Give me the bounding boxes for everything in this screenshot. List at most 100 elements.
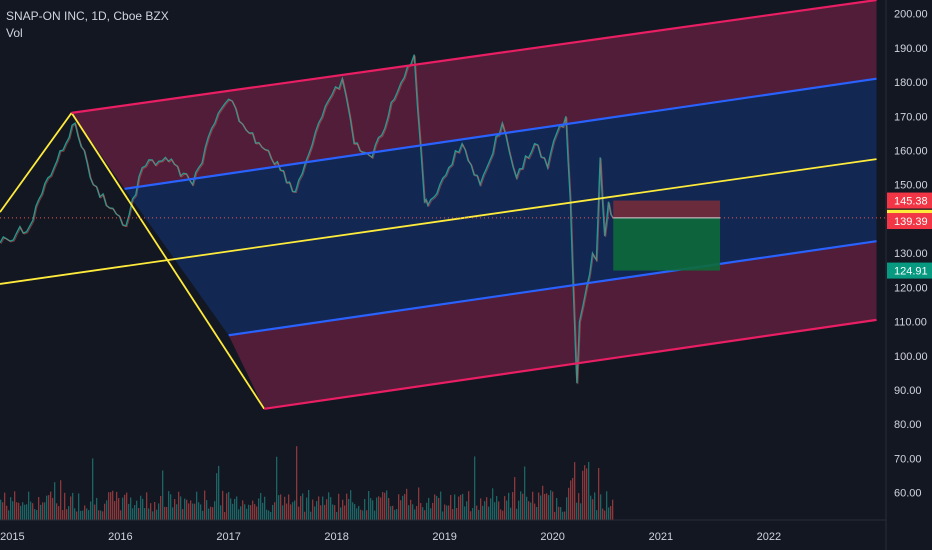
volume-bar <box>226 493 228 520</box>
volume-bar <box>338 493 340 520</box>
volume-bar <box>284 496 286 520</box>
x-tick-label: 2019 <box>432 531 456 543</box>
volume-bar <box>266 509 268 520</box>
y-tick-label: 190.00 <box>894 43 928 55</box>
price-label-box <box>887 213 932 230</box>
volume-bar <box>258 498 260 520</box>
price-label: 145.38 <box>894 196 928 208</box>
volume-legend[interactable]: Vol <box>6 26 23 40</box>
volume-bar <box>212 507 214 520</box>
volume-bar <box>108 492 110 520</box>
volume-bar <box>602 508 604 520</box>
volume-bar <box>514 477 516 520</box>
short-position-tool[interactable] <box>0 200 886 271</box>
volume-bar <box>140 495 142 520</box>
volume-bar <box>516 508 518 520</box>
x-tick-label: 2018 <box>324 531 348 543</box>
volume-bar <box>454 494 456 520</box>
volume-bar <box>250 505 252 520</box>
volume-bar <box>486 497 488 520</box>
symbol-title[interactable]: SNAP-ON INC, 1D, Cboe BZX <box>6 9 169 23</box>
volume-bar <box>308 489 310 520</box>
y-tick-label: 200.00 <box>894 9 928 21</box>
volume-bar <box>94 504 96 520</box>
volume-bar <box>542 485 544 520</box>
volume-bar <box>392 505 394 520</box>
volume-bar <box>128 503 130 520</box>
volume-bar <box>422 507 424 520</box>
volume-bar <box>570 480 572 520</box>
x-tick-label: 2022 <box>757 531 781 543</box>
volume-bar <box>328 492 330 520</box>
volume-bar <box>2 502 4 520</box>
pitchfork-lines[interactable] <box>0 0 877 410</box>
volume-bar <box>400 500 402 520</box>
volume-bar <box>612 499 614 520</box>
volume-bar <box>380 497 382 520</box>
volume-bar <box>438 497 440 520</box>
volume-bar <box>120 510 122 520</box>
volume-bar <box>174 499 176 520</box>
volume-bar <box>70 496 72 520</box>
volume-bar <box>172 507 174 520</box>
volume-bar <box>52 497 54 520</box>
volume-bar <box>132 508 134 520</box>
volume-bar <box>490 498 492 520</box>
price-label: 139.39 <box>894 216 928 228</box>
volume-bar <box>104 503 106 520</box>
volume-bar <box>562 511 564 520</box>
volume-bar <box>378 496 380 520</box>
volume-bar <box>270 511 272 520</box>
volume-bar <box>236 496 238 520</box>
price-line <box>0 54 614 384</box>
volume-bar <box>4 492 6 520</box>
volume-bar <box>158 503 160 520</box>
x-tick-label: 2020 <box>540 531 564 543</box>
volume-bar <box>12 501 14 520</box>
y-tick-label: 160.00 <box>894 146 928 158</box>
volume-bar <box>512 492 514 520</box>
volume-bar <box>382 492 384 520</box>
volume-bar <box>34 509 36 520</box>
volume-bar <box>238 509 240 520</box>
volume-bar <box>48 495 50 520</box>
volume-bar <box>244 504 246 520</box>
volume-bar <box>26 504 28 520</box>
volume-bar <box>106 500 108 520</box>
volume-bar <box>224 511 226 520</box>
x-tick-label: 2017 <box>216 531 240 543</box>
volume-bar <box>494 502 496 520</box>
volume-bar <box>384 492 386 520</box>
volume-bar <box>310 511 312 520</box>
volume-bar <box>386 490 388 520</box>
volume-bar <box>112 490 114 520</box>
volume-bar <box>276 456 278 520</box>
volume-bar <box>560 507 562 520</box>
volume-bar <box>206 500 208 520</box>
y-tick-label: 60.00 <box>894 488 922 500</box>
volume-bar <box>210 506 212 520</box>
volume-bar <box>510 507 512 520</box>
volume-bar <box>74 508 76 520</box>
volume-bar <box>6 505 8 520</box>
volume-bar <box>502 510 504 520</box>
volume-bar <box>24 504 26 520</box>
volume-bar <box>68 506 70 520</box>
volume-bar <box>280 494 282 520</box>
volume-bar <box>534 503 536 520</box>
volume-bar <box>78 493 80 520</box>
y-tick-label: 80.00 <box>894 419 922 431</box>
volume-bar <box>64 492 66 520</box>
volume-bar <box>590 495 592 520</box>
y-tick-label: 130.00 <box>894 248 928 260</box>
volume-bar <box>598 467 600 520</box>
volume-bar <box>432 502 434 520</box>
volume-bar <box>232 503 234 520</box>
volume-bar <box>242 500 244 520</box>
volume-bar <box>50 491 52 520</box>
volume-bar <box>588 461 590 520</box>
volume-bar <box>442 511 444 520</box>
price-line-shadow <box>0 55 615 385</box>
volume-bar <box>0 499 2 520</box>
